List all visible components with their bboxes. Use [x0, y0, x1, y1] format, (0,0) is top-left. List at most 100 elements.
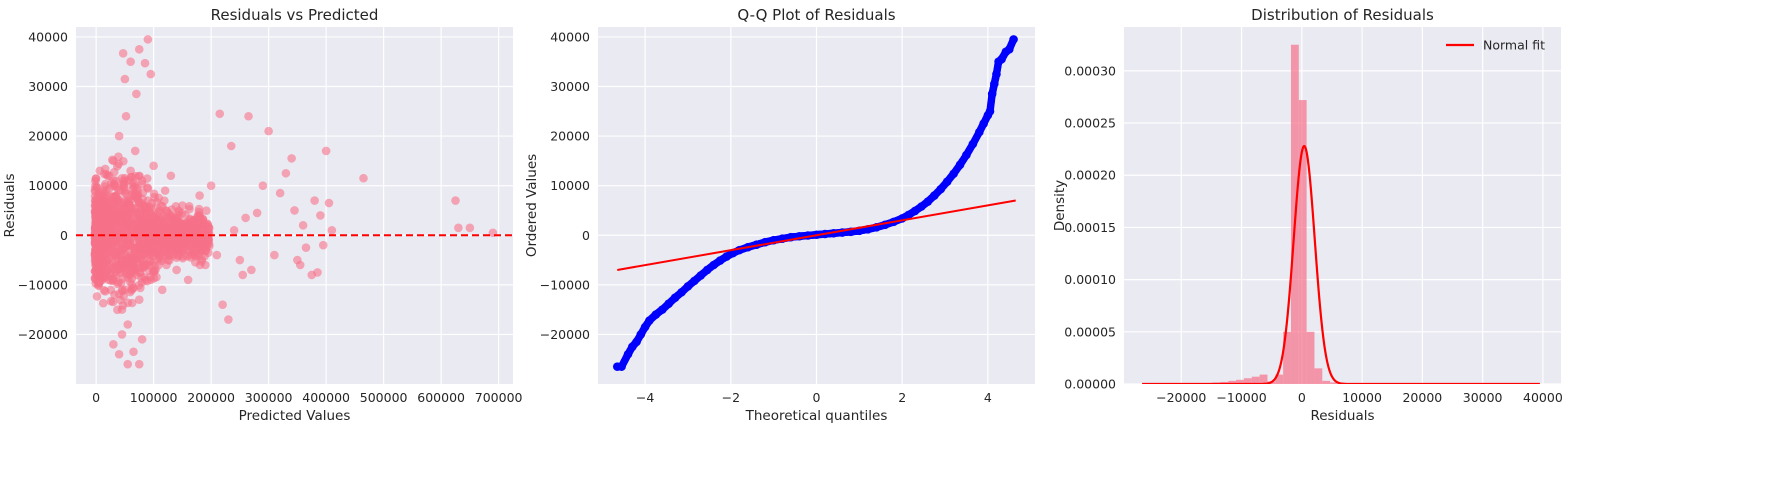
scatter-point — [194, 207, 204, 217]
scatter-point — [270, 250, 279, 260]
qq-point — [722, 252, 731, 261]
qq-point — [670, 293, 680, 303]
scatter-point — [184, 202, 194, 211]
scatter-point — [114, 349, 124, 359]
x-tick-label: 400000 — [302, 390, 350, 405]
histogram-bar — [1251, 376, 1260, 384]
scatter-point — [140, 58, 150, 68]
legend: Normal fit — [1446, 38, 1545, 53]
scatter-point — [157, 254, 166, 264]
x-axis-label: Residuals — [1310, 408, 1374, 424]
qq-point — [709, 260, 718, 270]
scatter-point — [451, 196, 460, 205]
histogram-bar — [1306, 331, 1315, 384]
histogram-bar — [1314, 368, 1323, 384]
y-tick-label: 0.00030 — [1064, 63, 1116, 78]
x-tick-label: 4 — [984, 390, 992, 405]
scatter-point — [129, 221, 138, 230]
y-tick-label: 0.00020 — [1064, 168, 1116, 183]
scatter-point — [241, 213, 250, 223]
x-tick-label: 2 — [898, 390, 906, 405]
x-tick-label: 0 — [92, 390, 100, 405]
scatter-point — [183, 275, 193, 285]
chart-title: Q-Q Plot of Residuals — [737, 6, 895, 24]
scatter-point — [103, 171, 112, 181]
qq-point — [657, 305, 667, 314]
histogram-bar — [1298, 100, 1307, 384]
chart-panel-2: −4 −2 0 2 4 −20000 −10000 0 10000 20000 30000 40000… — [524, 6, 1035, 424]
scatter-point — [182, 251, 192, 261]
scatter-point — [162, 206, 171, 216]
scatter-point — [195, 215, 205, 225]
qq-point — [1004, 45, 1014, 54]
scatter-point — [215, 109, 225, 119]
qq-point — [1009, 35, 1018, 44]
y-tick-label: 0.00015 — [1064, 220, 1116, 235]
qq-point — [985, 106, 995, 116]
scatter-point — [155, 206, 164, 215]
histogram-bar — [1243, 378, 1252, 384]
scatter-point — [120, 250, 130, 260]
scatter-point — [143, 35, 153, 44]
y-tick-label: 40000 — [550, 29, 590, 44]
scatter-point — [316, 211, 325, 220]
scatter-point — [92, 258, 102, 268]
scatter-point — [149, 189, 159, 199]
scatter-point — [125, 201, 134, 210]
scatter-point — [275, 188, 285, 198]
scatter-point — [109, 156, 118, 166]
scatter-point — [195, 191, 204, 200]
qq-point — [917, 202, 926, 211]
plot-marks — [1142, 44, 1540, 384]
scatter-point — [123, 298, 133, 308]
qq-point — [617, 362, 626, 371]
scatter-point — [146, 209, 156, 219]
scatter-point — [136, 283, 145, 293]
x-tick-label: −4 — [636, 390, 654, 405]
histogram-bar — [1236, 379, 1244, 384]
x-axis-label: Theoretical quantiles — [745, 408, 888, 424]
scatter-point — [94, 277, 103, 286]
scatter-point — [151, 265, 160, 275]
qq-point — [645, 316, 654, 325]
scatter-point — [287, 154, 296, 163]
qq-point — [702, 265, 712, 275]
scatter-point — [113, 265, 123, 275]
x-tick-label: 30000 — [1463, 390, 1503, 405]
scatter-point — [152, 245, 161, 255]
scatter-point — [102, 221, 111, 230]
scatter-point — [226, 141, 236, 151]
x-tick-label: 700000 — [475, 390, 523, 405]
chart-panel-3: −20000 −10000 0 10000 20000 30000 40000 0.00000… — [1052, 6, 1563, 424]
x-tick-label: 0 — [1298, 390, 1306, 405]
scatter-point — [203, 248, 213, 257]
scatter-point — [114, 131, 124, 141]
scatter-point — [172, 265, 181, 275]
qq-point — [962, 150, 971, 160]
scatter-point — [151, 229, 160, 238]
y-axis-label: Ordered Values — [524, 154, 540, 257]
y-tick-label: 30000 — [550, 79, 590, 94]
x-tick-label: 300000 — [245, 390, 293, 405]
scatter-point — [321, 146, 331, 156]
qq-point — [923, 197, 933, 206]
qq-point — [975, 127, 984, 137]
scatter-point — [198, 223, 207, 232]
scatter-point — [281, 168, 291, 178]
scatter-point — [171, 244, 180, 254]
qq-point — [683, 282, 693, 291]
scatter-point — [298, 221, 308, 230]
scatter-point — [178, 201, 187, 210]
scatter-point — [181, 219, 190, 229]
qq-point — [632, 337, 641, 347]
qq-point — [942, 177, 952, 186]
y-tick-label: −20000 — [540, 327, 590, 342]
scatter-point — [107, 245, 117, 255]
plot-marks — [612, 35, 1018, 371]
scatter-point — [235, 255, 245, 265]
qq-point — [690, 276, 699, 286]
scatter-point — [324, 198, 334, 208]
scatter-point — [258, 181, 268, 190]
scatter-point — [175, 234, 184, 243]
histogram-bar — [1322, 380, 1331, 384]
